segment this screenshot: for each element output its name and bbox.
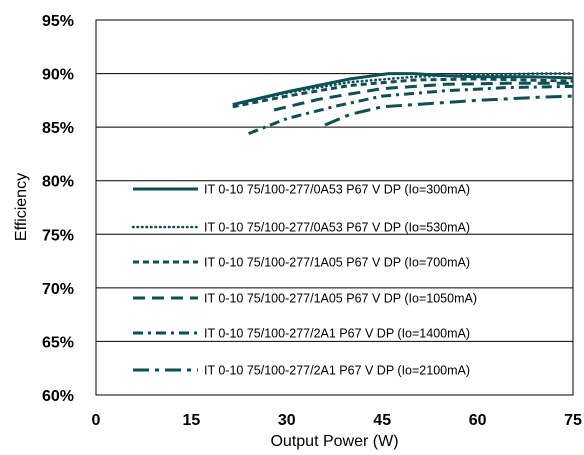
y-axis-label: Efficiency [13, 173, 30, 241]
x-tick-label: 45 [373, 412, 391, 429]
y-tick-label: 90% [42, 67, 74, 84]
y-tick-label: 95% [42, 13, 74, 30]
series-line-2 [241, 72, 575, 104]
legend-label-6: IT 0-10 75/100-277/2A1 P67 V DP (Io=2100… [204, 364, 470, 378]
series-line-1 [232, 72, 574, 107]
y-tick-label: 80% [42, 174, 74, 191]
y-tick-label: 60% [42, 388, 74, 405]
data-series [232, 72, 575, 135]
x-axis-ticks: 0 15 30 45 60 75 [92, 412, 582, 429]
y-tick-label: 85% [42, 120, 74, 137]
x-tick-label: 75 [564, 412, 582, 429]
series-line-3 [232, 77, 574, 109]
x-axis-label: Output Power (W) [270, 433, 398, 450]
grid-lines [96, 73, 573, 342]
y-tick-label: 65% [42, 334, 74, 351]
legend-label-1: IT 0-10 75/100-277/0A53 P67 V DP (Io=300… [204, 183, 470, 197]
x-tick-label: 60 [469, 412, 487, 429]
legend-label-3: IT 0-10 75/100-277/1A05 P67 V DP (Io=700… [204, 256, 470, 270]
plot-frame [95, 19, 574, 396]
legend-label-4: IT 0-10 75/100-277/1A05 P67 V DP (Io=105… [204, 292, 477, 306]
y-tick-label: 70% [42, 281, 74, 298]
series-line-4 [273, 81, 573, 112]
x-tick-label: 0 [92, 412, 101, 429]
y-tick-label: 75% [42, 227, 74, 244]
x-tick-label: 30 [278, 412, 296, 429]
legend-label-5: IT 0-10 75/100-277/2A1 P67 V DP (Io=1400… [204, 327, 470, 341]
legend: IT 0-10 75/100-277/0A53 P67 V DP (Io=300… [131, 183, 477, 378]
series-line-5 [248, 84, 574, 135]
x-tick-label: 15 [183, 412, 201, 429]
y-axis-ticks: 60% 65% 70% 75% 80% 85% 90% 95% [42, 13, 74, 405]
legend-label-2: IT 0-10 75/100-277/0A53 P67 V DP (Io=530… [204, 221, 470, 235]
